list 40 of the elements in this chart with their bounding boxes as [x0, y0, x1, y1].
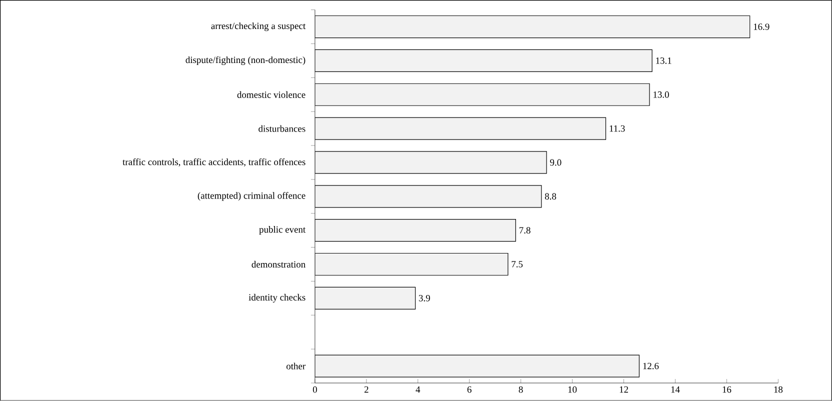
y-tick-label: (attempted) criminal offence	[198, 192, 306, 201]
y-tick-label: identity checks	[248, 294, 306, 303]
bar	[314, 49, 652, 72]
x-tick-label: 16	[722, 386, 732, 393]
bar	[314, 185, 542, 208]
data-label: 7.5	[512, 261, 523, 268]
bar	[314, 16, 750, 38]
x-tick-label: 14	[671, 386, 680, 393]
bar	[314, 117, 606, 140]
bar	[314, 151, 547, 174]
y-tick-label: other	[286, 362, 306, 370]
data-label: 8.8	[544, 193, 556, 200]
y-tick-label: dispute/fighting (non-domestic)	[186, 56, 306, 66]
y-tick-label: demonstration	[252, 261, 306, 268]
bar	[314, 219, 516, 242]
x-tick-label: 2	[364, 386, 368, 393]
x-tick-label: 0	[312, 386, 317, 393]
y-tick-label: traffic controls, traffic accidents, traffic offences	[122, 158, 306, 167]
bar	[314, 286, 416, 310]
x-tick-label: 6	[467, 386, 472, 393]
data-label: 11.3	[610, 125, 625, 132]
bar	[314, 83, 650, 106]
x-tick-label: 4	[416, 386, 420, 393]
x-tick-label: 8	[518, 386, 523, 393]
data-label: 7.8	[520, 227, 530, 234]
bar	[314, 354, 640, 378]
x-tick-label: 12	[620, 386, 628, 393]
data-label: 13.0	[654, 91, 669, 98]
x-tick-label: 18	[774, 386, 783, 393]
data-label: 9.0	[550, 159, 562, 166]
y-tick-label: domestic violence	[237, 91, 306, 98]
data-label: 3.9	[418, 295, 430, 302]
y-tick-label: public event	[259, 226, 306, 235]
y-tick-label: disturbances	[258, 125, 306, 132]
bar	[314, 253, 508, 276]
y-tick-label: arrest/checking a suspect	[211, 22, 306, 32]
data-label: 12.6	[643, 362, 659, 370]
x-tick-label: 10	[568, 386, 577, 393]
data-label: 16.9	[754, 24, 770, 30]
data-label: 13.1	[656, 58, 672, 64]
